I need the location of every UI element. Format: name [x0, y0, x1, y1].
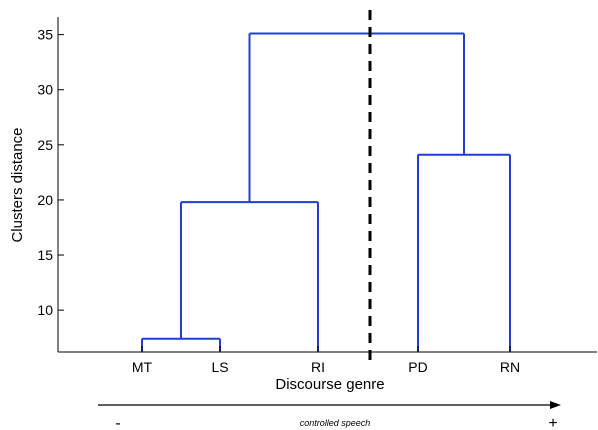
dendrogram-links — [141, 32, 511, 352]
leaf-label-mt: MT — [132, 359, 153, 375]
leaf-labels: MT LS RI PD RN — [132, 346, 520, 375]
arrow-minus-mark: - — [115, 415, 120, 430]
y-tick-label: 35 — [37, 27, 53, 43]
y-tick-label: 20 — [37, 192, 53, 208]
controlled-speech-arrow: controlled speech - + — [98, 401, 561, 430]
y-tick-label: 10 — [37, 302, 53, 318]
leaf-label-pd: PD — [408, 359, 427, 375]
y-tick-label: 15 — [37, 247, 53, 263]
y-tick-label: 25 — [37, 137, 53, 153]
arrow-caption: controlled speech — [300, 418, 371, 428]
leaf-label-rn: RN — [500, 359, 520, 375]
y-tick-label: 30 — [37, 82, 53, 98]
axes — [57, 17, 597, 353]
y-axis-label: Clusters distance — [9, 127, 26, 242]
arrow-head-icon — [550, 401, 561, 409]
leaf-label-ls: LS — [211, 359, 228, 375]
x-axis-label: Discourse genre — [275, 376, 384, 393]
leaf-label-ri: RI — [311, 359, 325, 375]
arrow-plus-mark: + — [548, 415, 557, 430]
y-ticks: 10 15 20 25 30 35 — [37, 27, 64, 318]
